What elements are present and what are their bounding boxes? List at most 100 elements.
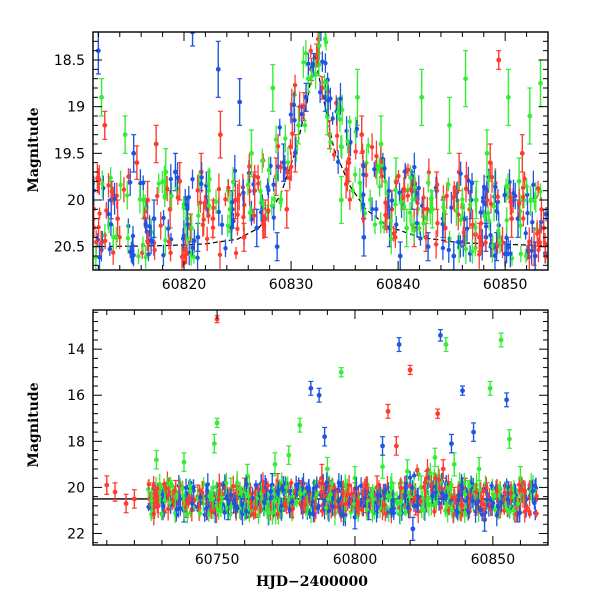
cloud-point xyxy=(373,206,379,212)
cloud-point xyxy=(428,470,433,476)
cloud-point xyxy=(464,174,469,179)
cloud-point xyxy=(538,219,544,225)
cloud-point xyxy=(426,502,432,508)
data-point xyxy=(322,426,328,447)
cloud-point xyxy=(168,250,173,256)
cloud-point xyxy=(278,164,283,170)
cloud-point xyxy=(151,511,157,517)
cloud-point xyxy=(517,208,523,214)
cloud-point xyxy=(485,210,491,216)
cloud-point xyxy=(185,222,190,227)
data-point xyxy=(380,454,386,479)
cloud-point xyxy=(430,493,435,498)
cloud-point xyxy=(428,196,434,202)
cloud-point xyxy=(303,51,309,56)
point-marker xyxy=(451,253,457,259)
cloud-point xyxy=(307,511,312,516)
point-marker xyxy=(447,122,452,128)
x-tick-label: 60850 xyxy=(471,552,516,568)
cloud-point xyxy=(282,501,288,507)
cloud-point xyxy=(156,503,161,509)
point-marker xyxy=(519,150,525,156)
cloud-point xyxy=(389,198,395,203)
cloud-point xyxy=(293,482,299,488)
cloud-point xyxy=(467,493,472,498)
cloud-point xyxy=(271,215,276,220)
cloud-point xyxy=(336,498,341,504)
cloud-point xyxy=(432,509,437,514)
cloud-point xyxy=(336,480,342,486)
cloud-point xyxy=(421,507,427,513)
point-marker xyxy=(419,94,425,100)
cloud-point xyxy=(534,511,539,516)
cloud-point xyxy=(496,228,501,234)
cloud-point xyxy=(272,196,277,202)
cloud-point xyxy=(108,222,114,227)
data-point xyxy=(460,385,466,396)
data-point xyxy=(359,115,365,154)
cloud-point xyxy=(293,150,298,155)
cloud-point xyxy=(266,208,271,213)
cloud-point xyxy=(189,501,195,506)
cloud-point xyxy=(370,509,375,514)
cloud-point xyxy=(398,485,404,491)
point-marker xyxy=(297,422,303,428)
point-marker xyxy=(425,244,431,250)
cloud-point xyxy=(225,497,230,502)
point-marker xyxy=(538,80,543,86)
cloud-point xyxy=(364,507,370,512)
point-marker xyxy=(211,441,217,447)
point-marker xyxy=(380,443,385,449)
cloud-point xyxy=(382,166,387,171)
cloud-point xyxy=(313,71,318,77)
point-marker xyxy=(322,434,328,440)
x-tick-label: 60800 xyxy=(333,552,378,568)
cloud-point xyxy=(428,209,433,214)
cloud-point xyxy=(483,224,489,229)
cloud-point xyxy=(253,482,259,488)
cloud-point xyxy=(539,207,544,212)
cloud-point xyxy=(235,226,240,232)
cloud-point xyxy=(345,139,350,144)
cloud-point xyxy=(166,492,171,498)
cloud-point xyxy=(339,501,344,507)
cloud-point xyxy=(202,200,208,206)
cloud-point xyxy=(291,102,297,108)
point-marker xyxy=(361,234,367,240)
cloud-point xyxy=(433,242,439,247)
point-marker xyxy=(301,104,307,110)
cloud-point xyxy=(288,488,293,494)
cloud-point xyxy=(121,187,127,192)
cloud-point xyxy=(515,501,521,506)
cloud-point xyxy=(325,496,331,502)
point-marker xyxy=(112,489,118,495)
point-marker xyxy=(316,62,322,68)
cloud-point xyxy=(489,504,495,509)
cloud-point xyxy=(181,205,187,210)
data-point xyxy=(407,364,413,376)
data-point xyxy=(506,429,512,449)
point-marker xyxy=(404,468,410,474)
cloud-point xyxy=(421,221,426,226)
data-point xyxy=(131,489,137,509)
cloud-point xyxy=(206,213,211,218)
data-point xyxy=(476,456,482,482)
point-marker xyxy=(393,443,399,449)
cloud-point xyxy=(148,237,154,243)
cloud-point xyxy=(191,485,196,490)
cloud-point xyxy=(499,500,504,505)
cloud-point xyxy=(198,200,203,205)
cloud-point xyxy=(309,74,314,79)
cloud-point xyxy=(462,491,468,497)
cloud-point xyxy=(386,188,392,193)
cloud-point xyxy=(502,490,507,495)
cloud-point xyxy=(516,482,522,487)
cloud-point xyxy=(481,184,487,190)
cloud-point xyxy=(289,480,294,486)
cloud-point xyxy=(269,203,274,208)
cloud-point xyxy=(156,181,161,186)
cloud-point xyxy=(518,251,524,257)
point-marker xyxy=(249,150,254,156)
data-point xyxy=(254,208,260,248)
cloud-point xyxy=(114,193,120,198)
